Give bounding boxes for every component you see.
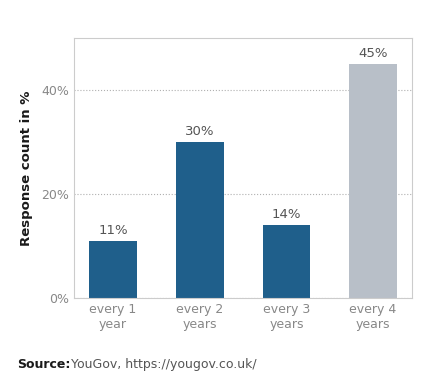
Bar <box>176 142 224 298</box>
Text: 11%: 11% <box>98 223 128 237</box>
Text: 14%: 14% <box>272 208 301 221</box>
Bar <box>89 241 137 298</box>
Bar <box>349 64 397 298</box>
Y-axis label: Response count in %: Response count in % <box>20 91 33 246</box>
Text: 45%: 45% <box>358 47 388 60</box>
Text: 30%: 30% <box>185 125 214 138</box>
Text: YouGov, https://yougov.co.uk/: YouGov, https://yougov.co.uk/ <box>67 358 257 371</box>
Text: Source:: Source: <box>17 358 71 371</box>
Bar <box>263 225 310 298</box>
